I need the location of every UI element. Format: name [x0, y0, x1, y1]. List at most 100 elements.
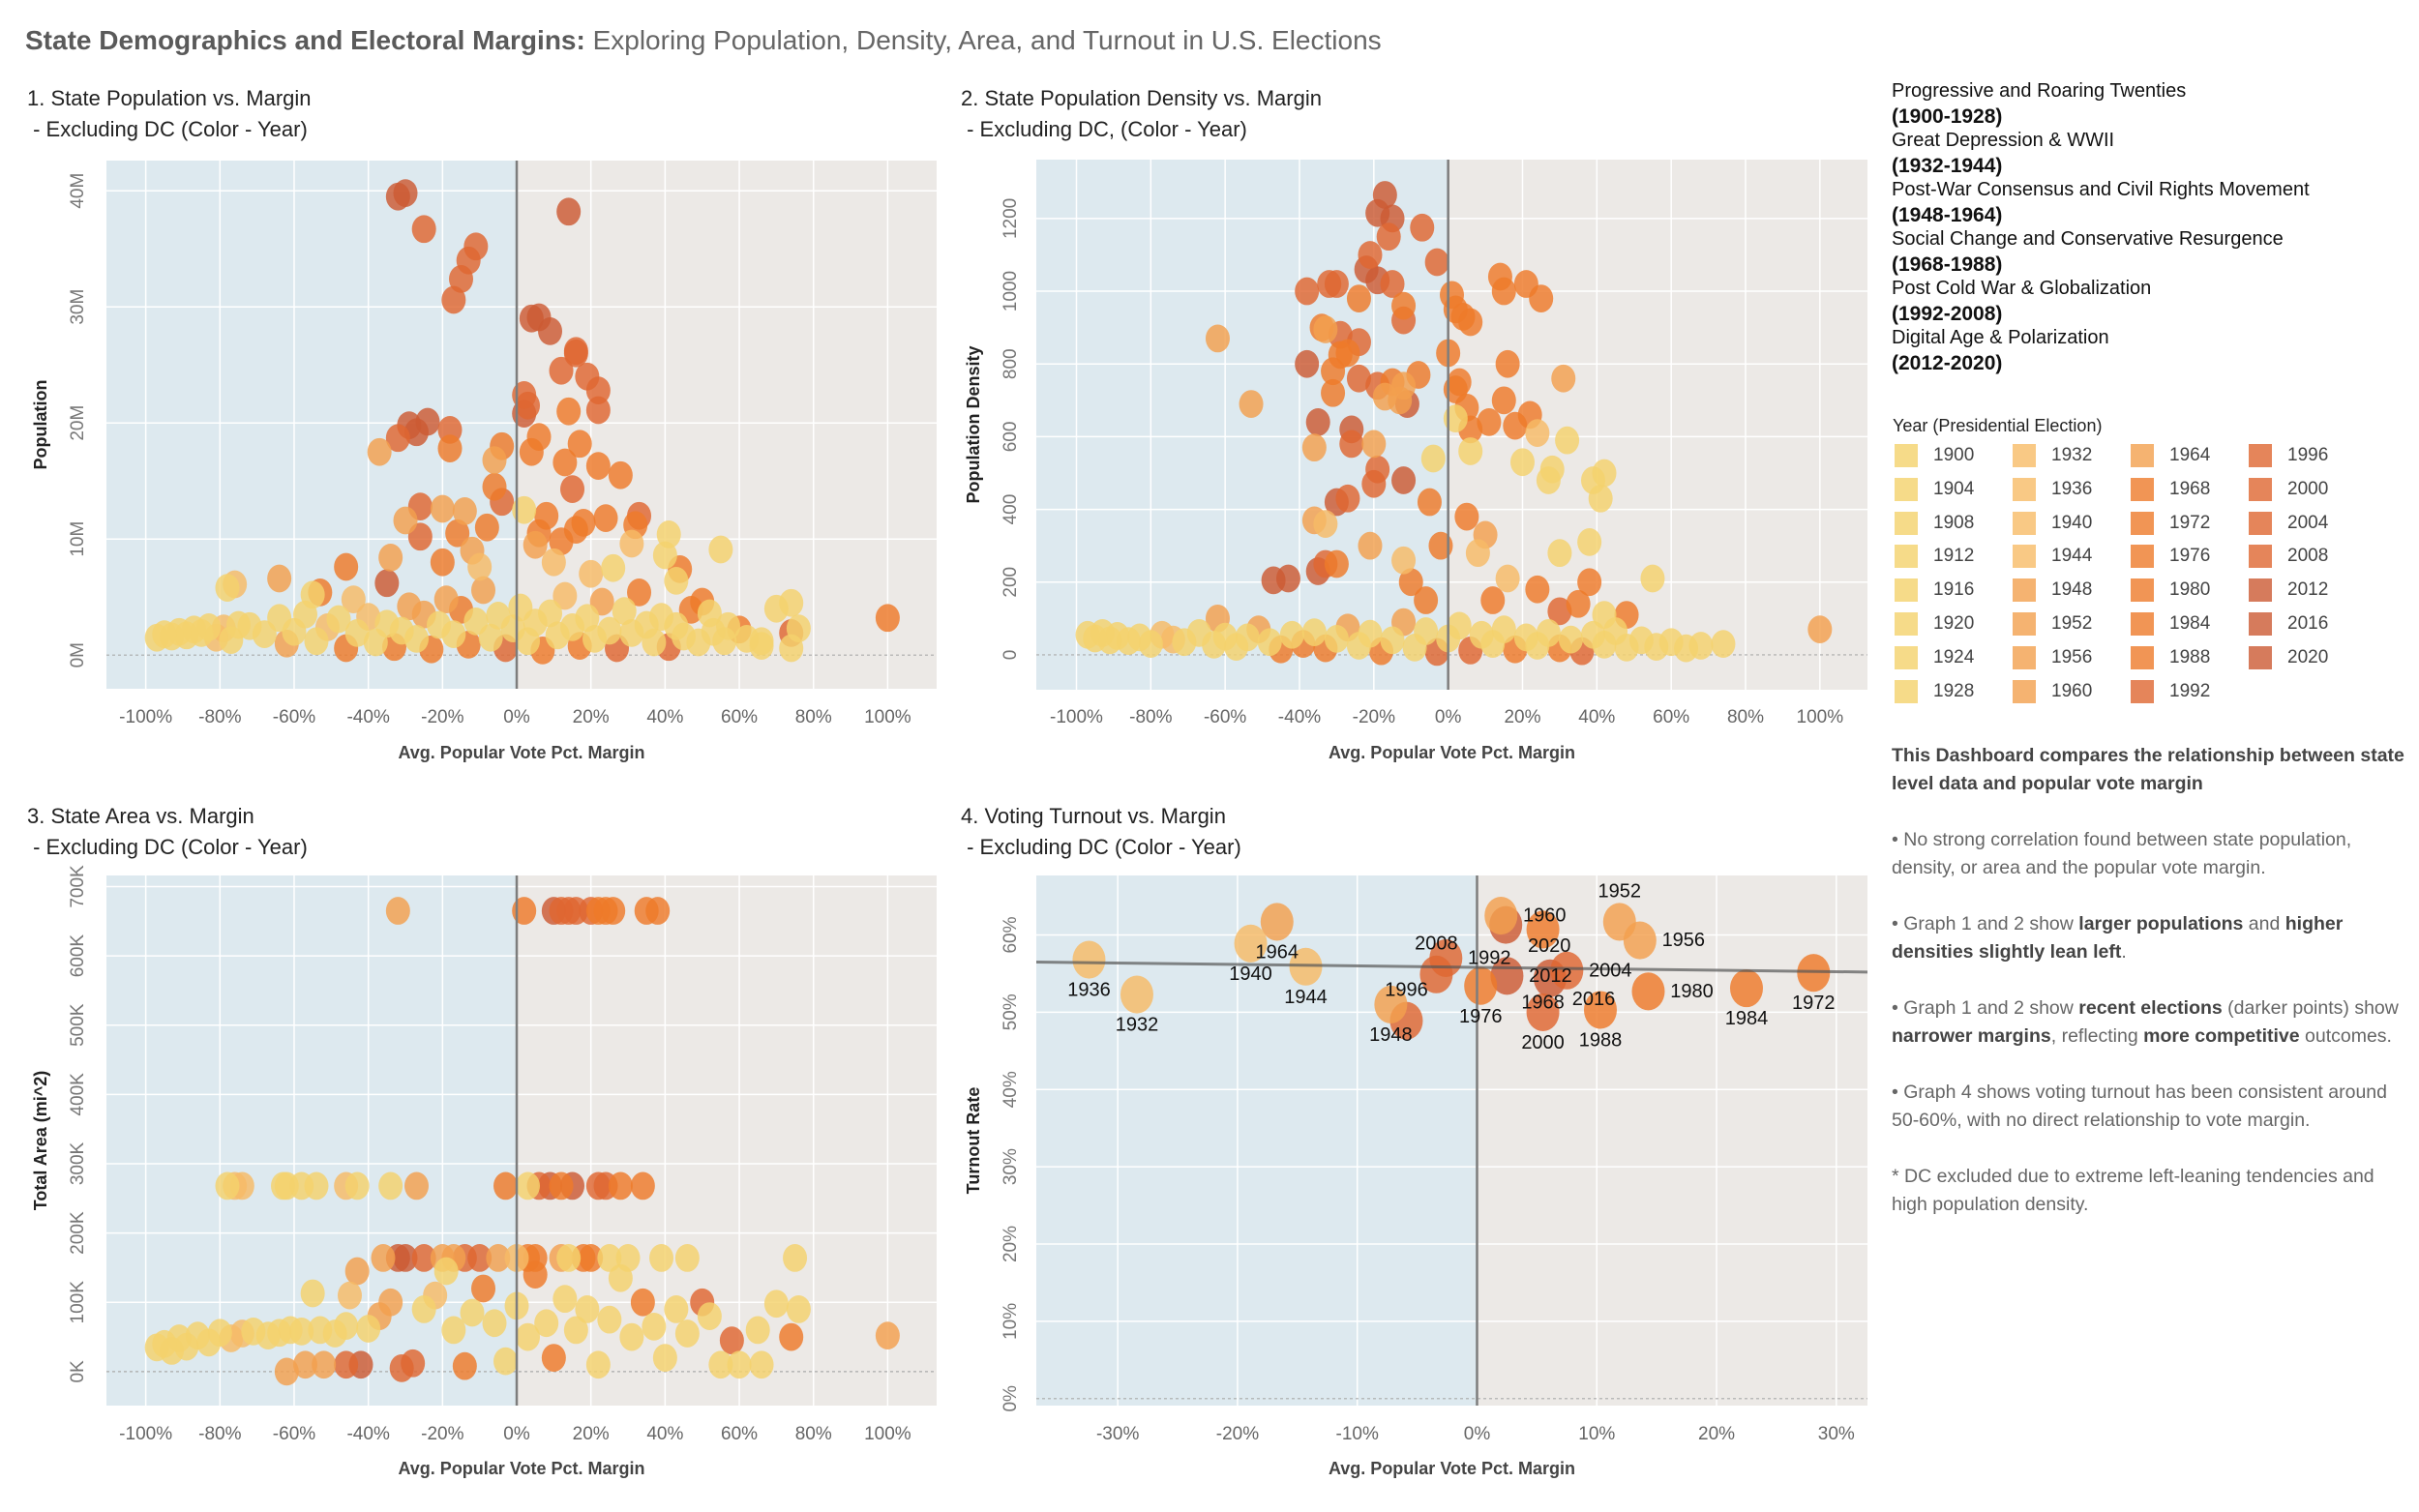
data-point-1984[interactable] — [541, 1344, 566, 1372]
data-point-2004[interactable] — [1410, 213, 1435, 242]
legend-item-1900[interactable]: 1900 — [1895, 444, 1974, 467]
legend-item-1976[interactable]: 1976 — [2131, 545, 2210, 569]
data-point-1916[interactable] — [1346, 632, 1371, 660]
data-point-1916[interactable] — [300, 1279, 325, 1308]
data-point-1924[interactable] — [516, 1171, 541, 1201]
data-point-1984[interactable] — [608, 1171, 633, 1201]
data-point-1920[interactable] — [556, 1244, 582, 1272]
data-point-1968[interactable] — [579, 1244, 604, 1272]
data-point-1900[interactable] — [1536, 618, 1561, 647]
data-point-1988[interactable] — [1577, 568, 1602, 597]
data-point-1968[interactable] — [1495, 349, 1520, 378]
data-point-1972[interactable] — [445, 519, 470, 548]
data-point-1932[interactable] — [1391, 546, 1417, 575]
data-point-1976[interactable] — [1566, 589, 1591, 618]
data-point-1920[interactable] — [441, 1316, 466, 1345]
data-point-1908[interactable] — [1443, 404, 1468, 432]
data-point-1900[interactable] — [378, 1171, 403, 1201]
data-point-1904[interactable] — [727, 1350, 752, 1379]
data-point-1908[interactable] — [1301, 618, 1327, 646]
legend-item-1992[interactable]: 1992 — [2131, 679, 2210, 703]
data-point-1988[interactable] — [1583, 991, 1617, 1029]
data-point-1988[interactable] — [1417, 488, 1442, 517]
data-point-2016[interactable] — [1295, 349, 1320, 378]
legend-item-2000[interactable]: 2000 — [2249, 477, 2328, 501]
data-point-1904[interactable] — [708, 535, 733, 564]
data-point-1948[interactable] — [471, 576, 496, 605]
data-point-1908[interactable] — [289, 1171, 314, 1201]
data-point-1900[interactable] — [144, 1333, 169, 1362]
data-point-2000[interactable] — [334, 1350, 359, 1379]
data-point-1904[interactable] — [649, 1244, 674, 1272]
data-point-1960[interactable] — [1484, 896, 1518, 935]
data-point-2000[interactable] — [1346, 364, 1371, 393]
data-point-2020[interactable] — [556, 197, 582, 226]
data-point-1948[interactable] — [1358, 531, 1383, 560]
legend-item-1996[interactable]: 1996 — [2249, 444, 2328, 467]
data-point-1960[interactable] — [292, 1350, 317, 1379]
data-point-1924[interactable] — [1509, 448, 1535, 477]
data-point-1908[interactable] — [219, 626, 244, 654]
data-point-1908[interactable] — [463, 608, 489, 636]
data-point-2008[interactable] — [385, 424, 410, 453]
data-point-1964[interactable] — [1551, 364, 1576, 393]
data-point-1912[interactable] — [749, 1350, 774, 1379]
data-point-1996[interactable] — [1295, 277, 1320, 306]
data-point-1980[interactable] — [1631, 972, 1665, 1011]
data-point-1948[interactable] — [1374, 985, 1408, 1023]
legend-item-2008[interactable]: 2008 — [2249, 545, 2328, 569]
data-point-1952[interactable] — [430, 494, 455, 523]
data-point-1924[interactable] — [1577, 528, 1602, 556]
data-point-1968[interactable] — [875, 604, 900, 633]
data-point-1988[interactable] — [1321, 378, 1346, 407]
data-point-1916[interactable] — [363, 628, 388, 657]
data-point-2016[interactable] — [415, 407, 440, 436]
data-point-1976[interactable] — [334, 552, 359, 581]
data-point-1920[interactable] — [1420, 444, 1446, 473]
data-point-1908[interactable] — [697, 599, 722, 628]
data-point-1924[interactable] — [1380, 626, 1405, 655]
data-point-1936[interactable] — [541, 548, 566, 577]
data-point-1964[interactable] — [1260, 903, 1294, 941]
data-point-1956[interactable] — [1361, 430, 1387, 459]
data-point-1948[interactable] — [486, 1244, 511, 1272]
data-point-1900[interactable] — [619, 619, 644, 647]
data-point-1968[interactable] — [1335, 339, 1360, 368]
data-point-1956[interactable] — [523, 530, 548, 559]
data-point-1964[interactable] — [378, 544, 403, 572]
data-point-2004[interactable] — [1550, 951, 1584, 990]
data-point-1976[interactable] — [779, 1322, 804, 1351]
data-point-1900[interactable] — [427, 610, 452, 639]
data-point-1940[interactable] — [467, 552, 493, 581]
data-point-1992[interactable] — [441, 285, 466, 314]
data-point-2016[interactable] — [1261, 566, 1286, 595]
data-point-1912[interactable] — [601, 553, 626, 582]
data-point-1900[interactable] — [712, 627, 737, 656]
data-point-1960[interactable] — [1239, 390, 1264, 418]
data-point-1900[interactable] — [783, 1244, 808, 1272]
legend-item-1908[interactable]: 1908 — [1895, 511, 1974, 535]
data-point-1908[interactable] — [241, 1317, 266, 1346]
data-point-1968[interactable] — [634, 897, 659, 925]
data-point-1948[interactable] — [371, 1244, 396, 1272]
data-point-1900[interactable] — [152, 620, 177, 648]
legend-item-1968[interactable]: 1968 — [2131, 477, 2210, 501]
data-point-1912[interactable] — [411, 1295, 436, 1323]
data-point-1944[interactable] — [552, 581, 578, 610]
data-point-1916[interactable] — [486, 602, 511, 630]
data-point-2004[interactable] — [563, 339, 588, 368]
data-point-1900[interactable] — [1658, 628, 1684, 657]
legend-item-1960[interactable]: 1960 — [2013, 679, 2092, 703]
data-point-1912[interactable] — [1711, 630, 1736, 659]
legend-item-2020[interactable]: 2020 — [2249, 645, 2328, 669]
data-point-1984[interactable] — [556, 397, 582, 426]
data-point-1960[interactable] — [1301, 433, 1327, 462]
data-point-1972[interactable] — [512, 897, 537, 925]
legend-item-1924[interactable]: 1924 — [1895, 645, 1974, 669]
data-point-2000[interactable] — [1424, 248, 1449, 277]
data-point-1976[interactable] — [1447, 368, 1472, 397]
data-point-1980[interactable] — [1428, 531, 1453, 560]
data-point-2000[interactable] — [1380, 270, 1405, 298]
data-point-1992[interactable] — [549, 897, 574, 925]
data-point-2016[interactable] — [385, 182, 410, 211]
